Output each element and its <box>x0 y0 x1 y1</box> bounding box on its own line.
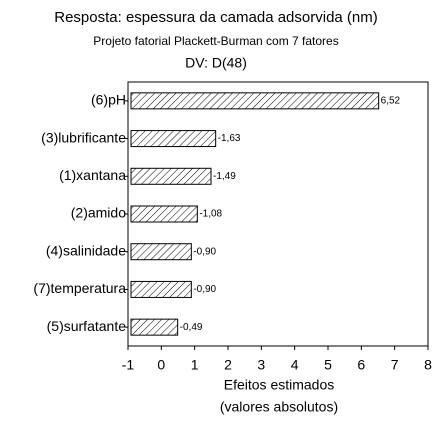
x-axis-label: (valores absolutos) <box>220 399 338 415</box>
x-tick-label: 0 <box>157 357 165 373</box>
x-tick-label: 1 <box>191 357 199 373</box>
y-tick-label: (1)xantana <box>59 167 126 183</box>
x-tick-label: 6 <box>357 357 365 373</box>
x-axis-label: Efeitos estimados <box>224 377 335 393</box>
y-tick-label: (3)lubrificante <box>41 129 126 145</box>
y-tick-label: (6)pH <box>91 92 126 108</box>
value-label: -0,90 <box>193 284 216 295</box>
bar <box>130 205 198 223</box>
annotation: DV: D(48) <box>185 55 247 71</box>
x-tick-label: 2 <box>224 357 232 373</box>
bar <box>130 167 212 185</box>
bar <box>130 92 380 110</box>
chart-title: Resposta: espessura da camada adsorvida … <box>54 9 378 26</box>
y-tick-label: (5)surfatante <box>47 318 127 334</box>
value-label: -0,49 <box>180 322 203 333</box>
value-label: -1,63 <box>218 133 241 144</box>
x-tick-label: -1 <box>122 357 135 373</box>
bar <box>130 318 179 336</box>
y-tick-label: (7)temperatura <box>33 280 126 296</box>
value-label: -1,49 <box>213 171 236 182</box>
x-tick-label: 7 <box>391 357 399 373</box>
value-label: -1,08 <box>199 209 222 220</box>
chart-subtitle: Projeto fatorial Plackett-Burman com 7 f… <box>93 34 338 48</box>
value-label: 6,52 <box>381 95 401 106</box>
y-tick-label: (2)amido <box>71 205 126 221</box>
y-tick-label: (4)salinidade <box>46 242 126 258</box>
x-tick-label: 4 <box>291 357 299 373</box>
x-tick-label: 8 <box>424 357 432 373</box>
x-tick-label: 3 <box>257 357 265 373</box>
value-label: -0,90 <box>193 246 216 257</box>
bar <box>130 130 217 148</box>
bar <box>130 243 192 261</box>
bar <box>130 280 192 298</box>
x-tick-label: 5 <box>324 357 332 373</box>
